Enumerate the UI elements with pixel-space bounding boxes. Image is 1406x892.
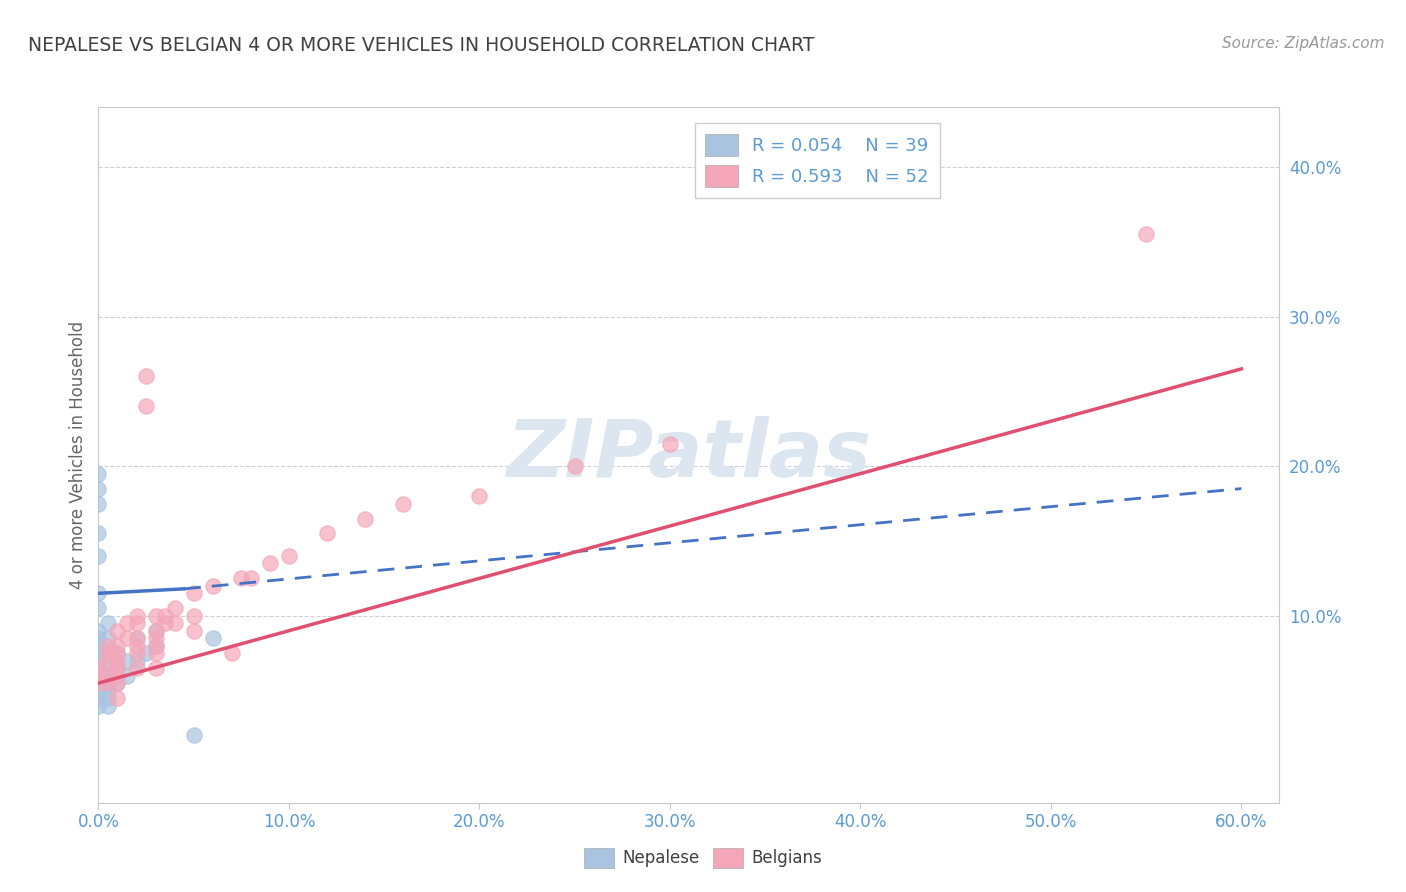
Point: [87, 698, 110, 713]
Point: [354, 511, 377, 525]
Point: [107, 676, 129, 690]
Point: [125, 616, 148, 631]
Point: [107, 639, 129, 653]
Point: [87, 624, 110, 638]
Point: [145, 608, 167, 623]
Point: [87, 646, 110, 660]
Point: [97, 676, 120, 690]
Point: [87, 601, 110, 615]
Point: [87, 676, 110, 690]
Point: [201, 579, 224, 593]
Point: [107, 624, 129, 638]
Point: [115, 668, 138, 682]
Text: NEPALESE VS BELGIAN 4 OR MORE VEHICLES IN HOUSEHOLD CORRELATION CHART: NEPALESE VS BELGIAN 4 OR MORE VEHICLES I…: [28, 36, 814, 54]
Point: [97, 654, 120, 668]
Point: [1135, 227, 1157, 242]
Point: [107, 646, 129, 660]
Point: [87, 691, 110, 706]
Point: [87, 467, 110, 481]
Point: [231, 571, 253, 585]
Point: [87, 526, 110, 541]
Point: [163, 601, 186, 615]
Point: [145, 624, 167, 638]
Point: [239, 571, 262, 585]
Point: [87, 549, 110, 563]
Point: [115, 631, 138, 645]
Point: [87, 586, 110, 600]
Point: [87, 631, 110, 645]
Point: [468, 489, 491, 503]
Point: [201, 631, 224, 645]
Point: [97, 646, 120, 660]
Point: [564, 459, 586, 474]
Legend: R = 0.054    N = 39, R = 0.593    N = 52: R = 0.054 N = 39, R = 0.593 N = 52: [695, 123, 939, 198]
Point: [145, 639, 167, 653]
Point: [107, 654, 129, 668]
Point: [97, 646, 120, 660]
Y-axis label: 4 or more Vehicles in Household: 4 or more Vehicles in Household: [69, 321, 87, 589]
Point: [97, 639, 120, 653]
Point: [107, 691, 129, 706]
Point: [277, 549, 299, 563]
Point: [125, 639, 148, 653]
Point: [183, 729, 205, 743]
Point: [97, 661, 120, 675]
Point: [107, 646, 129, 660]
Point: [316, 526, 339, 541]
Point: [145, 661, 167, 675]
Point: [125, 631, 148, 645]
Point: [259, 557, 281, 571]
Legend: Nepalese, Belgians: Nepalese, Belgians: [578, 841, 828, 875]
Point: [125, 654, 148, 668]
Point: [97, 616, 120, 631]
Point: [145, 646, 167, 660]
Point: [97, 691, 120, 706]
Point: [125, 608, 148, 623]
Point: [87, 497, 110, 511]
Point: [115, 654, 138, 668]
Point: [87, 683, 110, 698]
Point: [125, 646, 148, 660]
Point: [163, 616, 186, 631]
Point: [87, 668, 110, 682]
Text: ZIPatlas: ZIPatlas: [506, 416, 872, 494]
Point: [97, 698, 120, 713]
Point: [135, 646, 157, 660]
Point: [125, 661, 148, 675]
Point: [125, 631, 148, 645]
Point: [87, 668, 110, 682]
Point: [107, 661, 129, 675]
Point: [97, 668, 120, 682]
Point: [87, 661, 110, 675]
Point: [87, 676, 110, 690]
Point: [87, 482, 110, 496]
Point: [135, 399, 157, 413]
Point: [153, 616, 176, 631]
Point: [392, 497, 415, 511]
Point: [658, 436, 681, 450]
Point: [87, 661, 110, 675]
Point: [145, 631, 167, 645]
Point: [97, 676, 120, 690]
Point: [107, 661, 129, 675]
Point: [97, 668, 120, 682]
Point: [97, 631, 120, 645]
Point: [183, 608, 205, 623]
Point: [183, 586, 205, 600]
Point: [221, 646, 243, 660]
Point: [115, 616, 138, 631]
Point: [183, 624, 205, 638]
Point: [87, 639, 110, 653]
Point: [107, 668, 129, 682]
Point: [97, 683, 120, 698]
Point: [153, 608, 176, 623]
Point: [145, 639, 167, 653]
Point: [135, 369, 157, 384]
Point: [87, 654, 110, 668]
Text: Source: ZipAtlas.com: Source: ZipAtlas.com: [1222, 36, 1385, 51]
Point: [145, 624, 167, 638]
Point: [107, 676, 129, 690]
